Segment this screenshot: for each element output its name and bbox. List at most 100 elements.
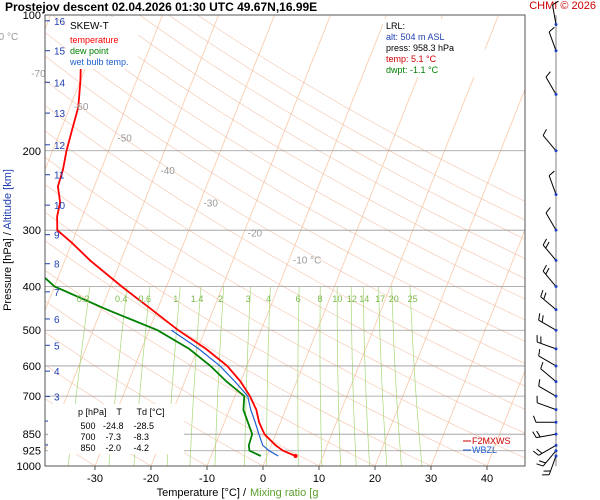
mixing-ratio-label: 1.4 [191, 294, 204, 304]
legend: SKEW-T temperature dew point wet bulb te… [66, 17, 138, 69]
wind-barb-staff [538, 355, 557, 367]
wind-barbs [532, 0, 559, 476]
mixing-ratio-label: 12 [347, 294, 357, 304]
mixing-ratio-line [336, 286, 341, 466]
wind-barb-base [554, 192, 558, 196]
isotherm-line [262, 15, 443, 466]
mixing-ratio-label: 2 [218, 294, 223, 304]
wind-barb-staff [540, 368, 557, 383]
wind-barb-staff [548, 455, 557, 475]
y-axis-title-pressure: Pressure [hPa] / [2, 230, 14, 311]
lrl-temperature: temp: 5.1 °C [386, 54, 437, 64]
dry-adiabat [81, 15, 525, 279]
wind-barb-staff [542, 270, 557, 287]
altitude-tick-label: 14 [54, 78, 66, 89]
wind-barb-staff [545, 212, 557, 231]
wind-barb-base [554, 228, 558, 232]
mixing-ratio-line [189, 286, 202, 466]
lrl-pressure: press: 958.3 hPa [386, 43, 454, 53]
wind-barb-feather [541, 315, 544, 323]
chart-series [45, 24, 298, 458]
wind-barb-staff [536, 433, 557, 439]
wind-barb-base [554, 258, 558, 262]
lrl-title: LRL: [386, 21, 405, 31]
f2m-label: F2MXWS [472, 436, 511, 446]
wind-barb-base [554, 380, 558, 384]
isotherm-line [45, 15, 107, 171]
wind-barb-staff [542, 244, 557, 261]
isotherm-line [150, 15, 331, 466]
wind-barb-feather [538, 348, 541, 357]
isotherm-line [206, 15, 387, 466]
isotherm-label-upper: -20 [248, 228, 263, 239]
x-axis-title-mixing: Mixing ratio [g [250, 487, 318, 499]
isotherm-label-upper: -60 [74, 102, 89, 113]
wind-barb-feather [545, 207, 551, 214]
dry-adiabat [45, 183, 525, 459]
isotherm-label-upper: -10 °C [293, 255, 321, 266]
pressure-tick-label: 400 [23, 282, 41, 294]
x-tick-label: -30 [87, 473, 103, 485]
wind-barb-staff [542, 450, 557, 467]
wind-barb-base [554, 328, 558, 332]
lrl-point [293, 453, 298, 458]
dry-adiabat [45, 270, 376, 466]
mixing-ratio-line [244, 286, 251, 466]
wind-barb-staff [542, 135, 557, 152]
isobars [45, 14, 525, 467]
wind-barb-base [554, 443, 558, 447]
page-title: Prostejov descent 02.04.2026 01:30 UTC 4… [5, 0, 318, 14]
pressure-tick-label: 100 [23, 10, 41, 22]
wind-barb-base [554, 308, 558, 312]
wind-barb-feather [543, 292, 547, 300]
x-tick-label: 0 [260, 473, 266, 485]
dry-adiabat [139, 15, 525, 240]
x-tick-label: 10 [313, 473, 325, 485]
dry-adiabat [45, 211, 488, 466]
mixing-ratio-label: 0.2 [77, 294, 90, 304]
isotherm-label-upper: -70 [31, 69, 46, 80]
table-row-500: 500 -24.8 -28.5 [78, 421, 154, 431]
x-tick-label: 30 [425, 473, 437, 485]
wind-barb-feather [536, 448, 543, 454]
dry-adiabat [45, 79, 525, 364]
x-tick-label: 20 [369, 473, 381, 485]
x-tick-label: -20 [143, 473, 159, 485]
mixing-ratio-line [350, 286, 357, 466]
mixing-ratio-label: 25 [408, 294, 418, 304]
altitude-tick-label: 10 [54, 201, 66, 212]
dry-adiabat [45, 331, 264, 466]
sounding-table: p [hPa] T Td [°C] 500 -24.8 -28.5 700 -7… [48, 404, 184, 454]
temperature-profile [56, 24, 296, 457]
legend-dewpoint: dew point [70, 46, 109, 56]
wind-barb-feather [545, 71, 551, 78]
mixing-ratio-label: 1 [173, 294, 178, 304]
table-row-700: 700 -7.3 -8.3 [78, 432, 149, 442]
altitude-tick-label: 16 [54, 17, 66, 28]
dry-adiabat [45, 156, 525, 434]
wind-barb-staff [538, 444, 557, 456]
wind-barb-feather [536, 430, 541, 438]
lrl-box: LRL: alt: 504 m ASL press: 958.3 hPa tem… [383, 19, 485, 77]
wind-barb-staff [538, 319, 557, 331]
dry-adiabat [168, 15, 525, 221]
mixing-ratio-label: 3 [246, 294, 251, 304]
wind-barb-base [554, 408, 558, 412]
pressure-tick-label: 1000 [17, 461, 41, 473]
mixing-ratio-label: 6 [296, 294, 301, 304]
wind-barb-staff [537, 341, 557, 350]
altitude-tick-label: 15 [54, 47, 66, 58]
isotherm-line [486, 369, 525, 466]
dry-adiabat [197, 15, 525, 202]
isotherm-line [543, 15, 600, 466]
mixing-ratio-line [362, 286, 370, 466]
wind-barb-feather [542, 264, 547, 272]
legend-temperature: temperature [70, 35, 119, 45]
wind-barb-feather [545, 241, 550, 249]
wind-barb-feather [542, 129, 547, 136]
mixing-ratio-label: 20 [389, 294, 399, 304]
mixing-ratio-line [319, 286, 323, 466]
isotherm-line [318, 15, 499, 466]
wind-barb-feather [540, 361, 544, 369]
